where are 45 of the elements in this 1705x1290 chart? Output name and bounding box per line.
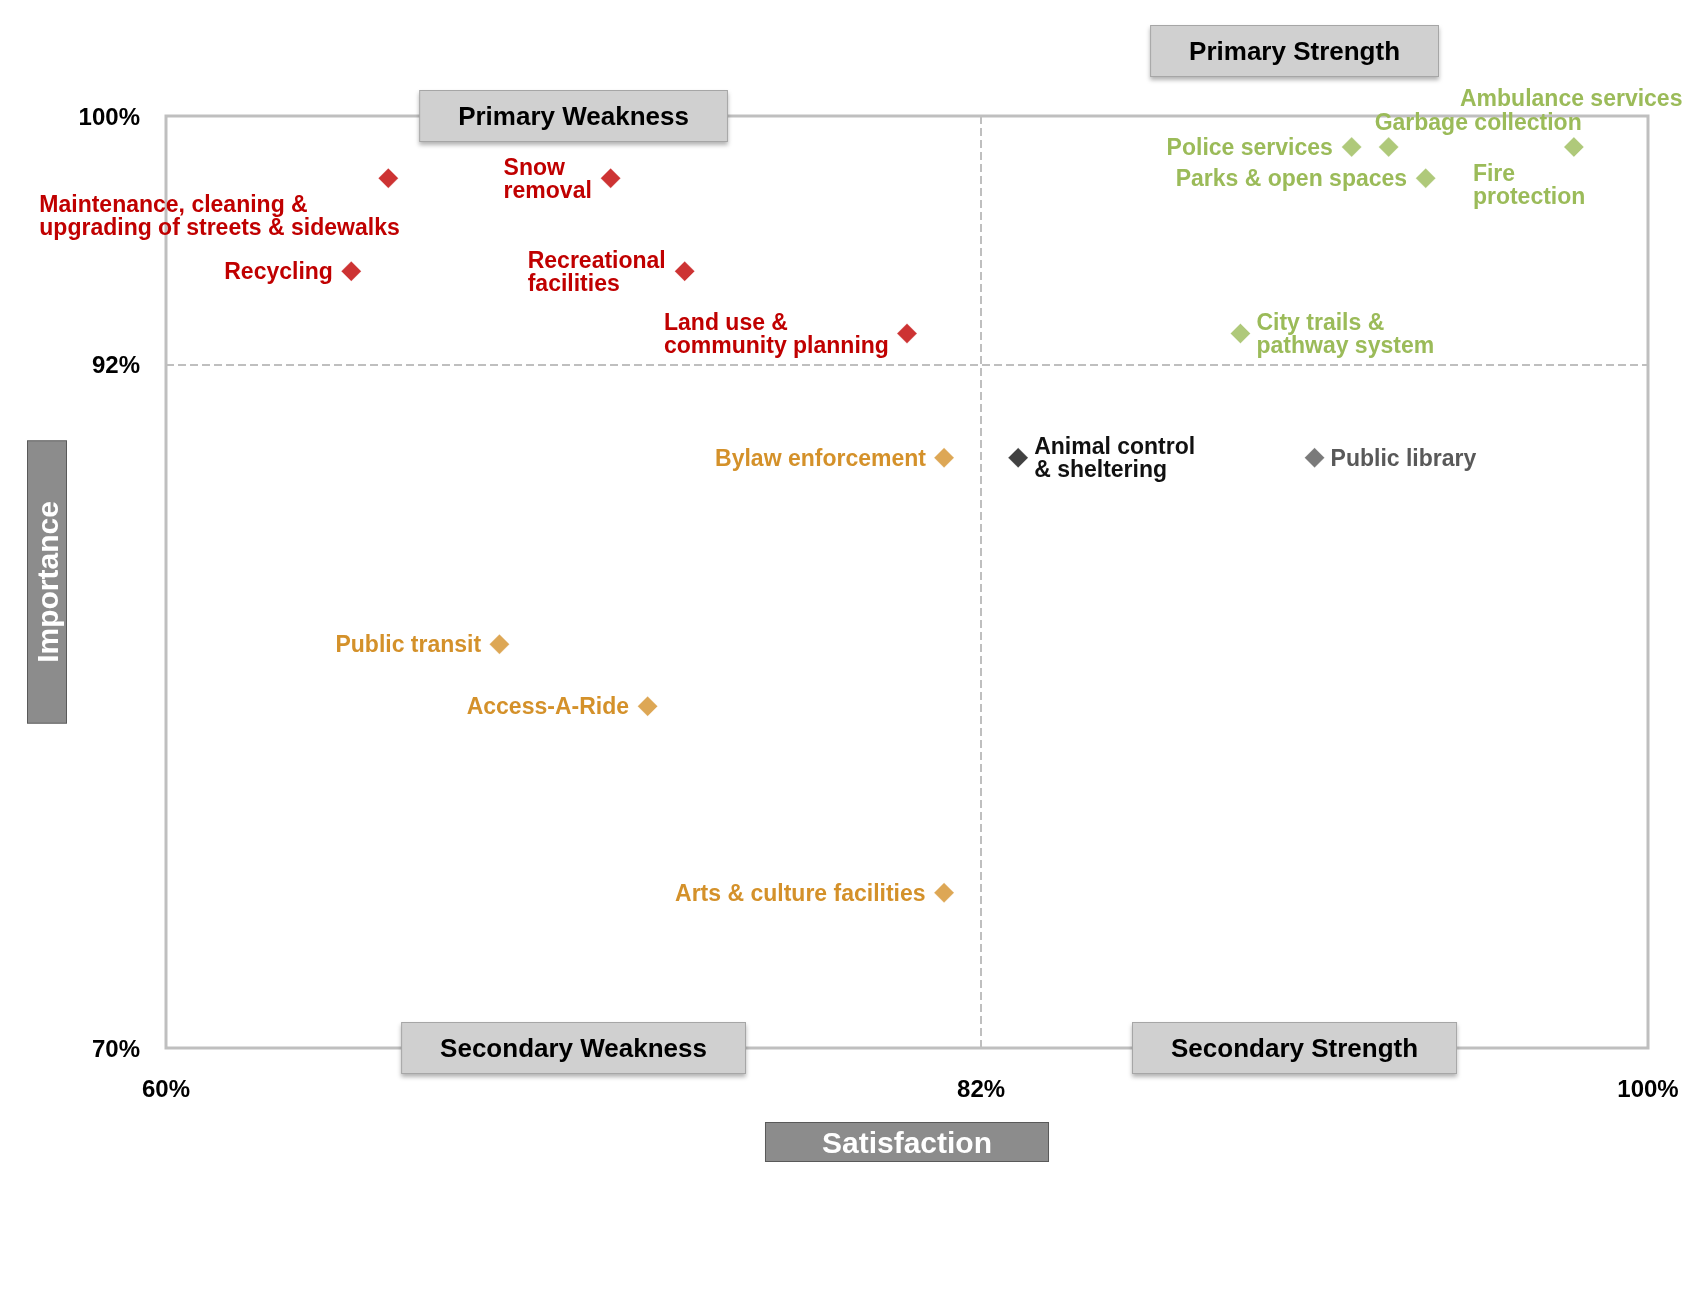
annotation: Animal control & sheltering [1034,433,1196,483]
x-tick-label: 82% [957,1074,1006,1102]
point [933,882,955,904]
annotation: City trails & pathway system [1256,308,1435,358]
annotation: Maintenance, cleaning & upgrading of streets & sidewalks [39,190,400,240]
annotation: Garbage collection [1374,108,1582,135]
x-axis-title: Satisfaction [821,1125,993,1159]
point [1007,447,1029,469]
x-tick-label: 60% [141,1074,191,1102]
y-tick-label: 100% [78,102,140,130]
point [377,167,399,189]
point [488,633,510,655]
annotation: Recycling [224,258,333,285]
point [600,167,622,189]
y-tick-label: 92% [91,351,140,379]
point [1341,136,1363,158]
annotation: Recreational facilities [527,246,666,296]
point [1415,167,1437,189]
point [674,260,696,282]
x-tick-label: 100% [1617,1074,1679,1102]
y-tick-label: 70% [91,1034,140,1062]
annotation: Bylaw enforcement [715,444,927,471]
annotation: Land use & community planning [664,308,889,358]
point [1229,322,1251,344]
annotation: Police services [1166,134,1333,161]
annotation: Public transit [335,631,482,658]
point [1563,136,1585,158]
y-axis-title: Importance [30,501,64,663]
point [933,447,955,469]
point [1378,136,1400,158]
point [340,260,362,282]
point [896,322,918,344]
annotation: Primary Weakness [458,101,689,131]
annotation: Parks & open spaces [1175,165,1408,192]
text: Primary Strength [1189,36,1401,66]
annotation: Secondary Strength [1171,1033,1419,1063]
annotation: Snow removal [503,153,592,203]
point [637,695,659,717]
annotation: Access-A-Ride [466,693,629,720]
annotation: Fire protection [1472,159,1586,209]
annotation: Arts & culture facilities [675,879,926,906]
annotation: Secondary Weakness [440,1033,707,1063]
annotation: Ambulance services [1460,84,1683,111]
point [1304,447,1326,469]
annotation: Public library [1330,444,1477,471]
